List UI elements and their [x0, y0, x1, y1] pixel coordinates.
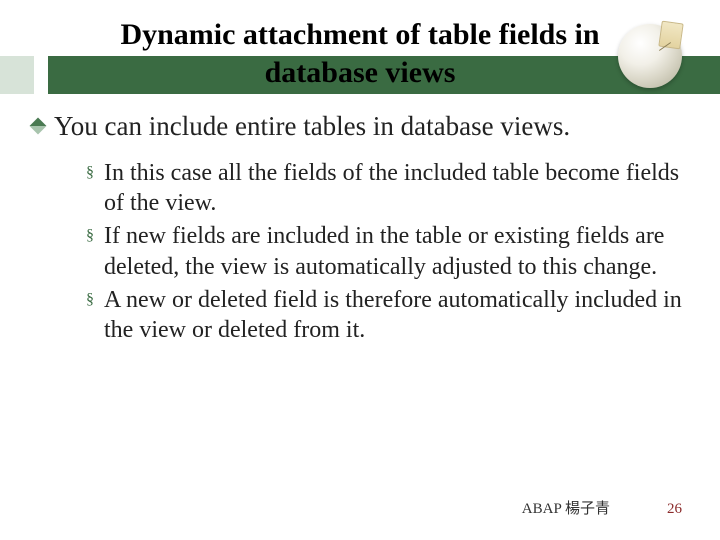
teabag-icon [658, 21, 683, 50]
sub-bullet-text: In this case all the fields of the inclu… [104, 158, 690, 219]
slide-content: You can include entire tables in databas… [30, 110, 690, 348]
square-bullet-icon: § [86, 158, 94, 188]
square-bullet-icon: § [86, 285, 94, 315]
corner-decorative-image [610, 16, 690, 96]
sub-bullet-text: A new or deleted field is therefore auto… [104, 285, 690, 346]
diamond-bullet-icon [30, 118, 48, 136]
sub-bullet-item: § A new or deleted field is therefore au… [86, 285, 690, 346]
sub-bullet-item: § If new fields are included in the tabl… [86, 221, 690, 282]
sub-bullet-item: § In this case all the fields of the inc… [86, 158, 690, 219]
sub-bullet-text: If new fields are included in the table … [104, 221, 690, 282]
square-bullet-icon: § [86, 221, 94, 251]
title-line-1: Dynamic attachment of table fields in [120, 18, 599, 51]
main-bullet-row: You can include entire tables in databas… [30, 110, 690, 144]
footer-page-number: 26 [667, 501, 682, 518]
main-bullet-text: You can include entire tables in databas… [54, 110, 570, 144]
footer-author: ABAP 楊子青 [522, 497, 610, 518]
title-line-2: database views [265, 56, 456, 89]
sub-bullet-list: § In this case all the fields of the inc… [86, 158, 690, 346]
